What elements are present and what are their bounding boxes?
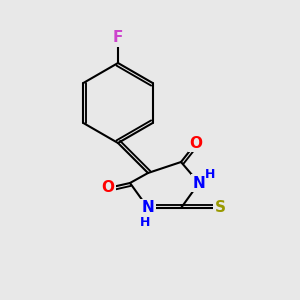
- Text: H: H: [205, 169, 215, 182]
- Text: S: S: [214, 200, 226, 215]
- Text: H: H: [140, 215, 150, 229]
- Text: O: O: [190, 136, 202, 151]
- Text: O: O: [101, 181, 115, 196]
- Text: N: N: [142, 200, 154, 215]
- Text: F: F: [113, 31, 123, 46]
- Text: N: N: [193, 176, 206, 190]
